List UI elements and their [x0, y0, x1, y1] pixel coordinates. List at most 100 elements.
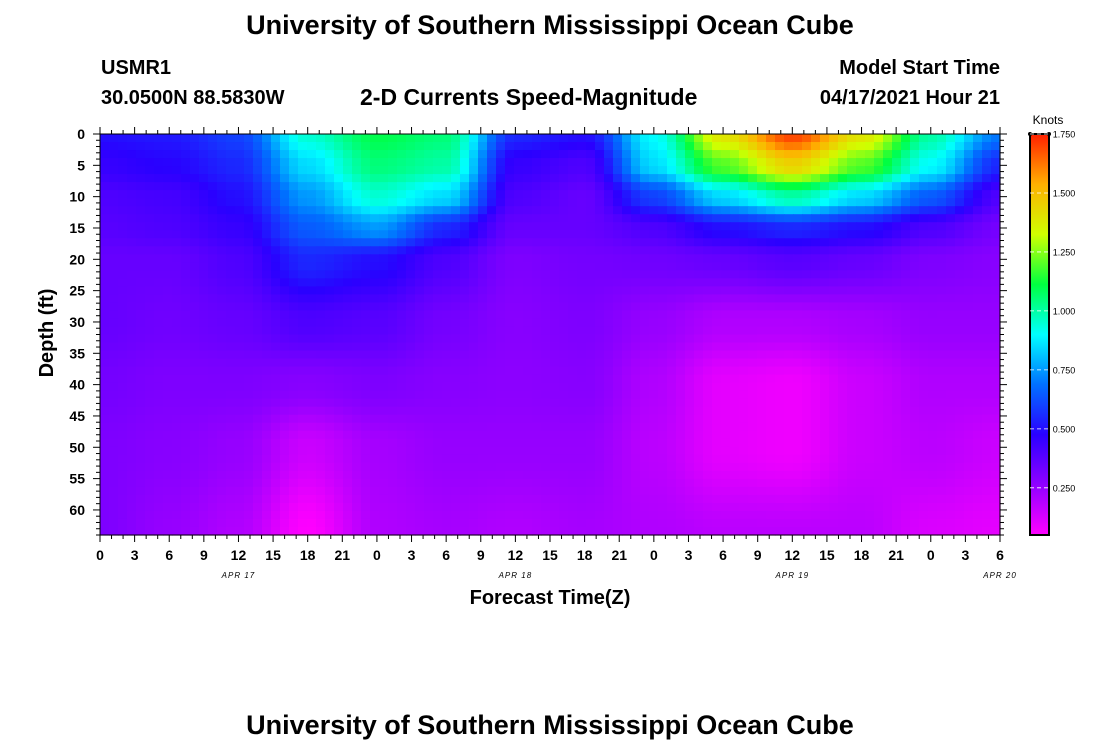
heat-cell — [973, 486, 983, 496]
heat-cell — [352, 174, 362, 183]
heat-cell — [460, 142, 470, 151]
heat-cell — [784, 150, 794, 159]
heat-cell — [928, 174, 938, 183]
heat-cell — [586, 374, 596, 384]
heat-cell — [118, 470, 128, 480]
heat-cell — [874, 222, 884, 231]
heat-cell — [667, 518, 677, 528]
heat-cell — [262, 286, 272, 295]
heat-cell — [343, 214, 353, 223]
heat-cell — [586, 462, 596, 472]
heat-cell — [559, 454, 569, 464]
heat-cell — [181, 310, 191, 320]
heat-cell — [226, 326, 236, 336]
heat-cell — [460, 390, 470, 400]
heat-cell — [685, 430, 695, 440]
heat-cell — [226, 166, 236, 175]
heat-cell — [667, 494, 677, 504]
heat-cell — [613, 294, 623, 304]
heat-cell — [433, 222, 443, 231]
heat-cell — [739, 366, 749, 376]
heat-cell — [793, 358, 803, 368]
heat-cell — [892, 174, 902, 183]
heat-cell — [244, 142, 254, 151]
heat-cell — [172, 142, 182, 151]
heat-cell — [199, 286, 209, 295]
heat-cell — [820, 358, 830, 368]
heat-cell — [100, 254, 110, 263]
heat-cell — [235, 254, 245, 263]
heat-cell — [523, 470, 533, 480]
heat-cell — [235, 214, 245, 223]
heat-cell — [694, 406, 704, 416]
heat-cell — [109, 510, 119, 520]
heat-cell — [793, 222, 803, 231]
heat-cell — [568, 310, 578, 320]
heat-cell — [424, 198, 434, 207]
heat-cell — [298, 358, 308, 368]
heat-cell — [883, 438, 893, 448]
heat-cell — [379, 414, 389, 424]
heat-cell — [145, 238, 155, 247]
heat-cell — [181, 270, 191, 279]
heat-cell — [973, 430, 983, 440]
heat-cell — [496, 302, 506, 312]
heat-cell — [370, 438, 380, 448]
heat-cell — [802, 262, 812, 271]
heat-cell — [244, 494, 254, 504]
heat-cell — [226, 262, 236, 271]
heat-cell — [865, 478, 875, 488]
heat-cell — [136, 486, 146, 496]
heat-cell — [244, 238, 254, 247]
heat-cell — [271, 150, 281, 159]
heat-cell — [145, 414, 155, 424]
heat-cell — [208, 278, 218, 287]
heat-cell — [118, 310, 128, 320]
heat-cell — [901, 382, 911, 392]
heat-cell — [613, 406, 623, 416]
heat-cell — [505, 222, 515, 231]
heat-cell — [550, 518, 560, 528]
heat-cell — [460, 230, 470, 239]
heat-cell — [946, 390, 956, 400]
heat-cell — [559, 486, 569, 496]
heat-cell — [478, 150, 488, 159]
heat-cell — [973, 302, 983, 312]
heat-cell — [676, 158, 686, 167]
heat-cell — [676, 518, 686, 528]
heat-cell — [325, 414, 335, 424]
heat-cell — [154, 350, 164, 360]
heat-cell — [397, 398, 407, 408]
heat-cell — [514, 134, 524, 143]
heat-cell — [397, 238, 407, 247]
heat-cell — [100, 190, 110, 199]
heat-cell — [910, 326, 920, 336]
heat-cell — [577, 438, 587, 448]
heat-cell — [424, 414, 434, 424]
heat-cell — [577, 142, 587, 151]
heat-cell — [316, 518, 326, 528]
heat-cell — [604, 494, 614, 504]
heat-cell — [208, 334, 218, 344]
heat-cell — [640, 478, 650, 488]
heat-cell — [730, 478, 740, 488]
heat-cell — [550, 350, 560, 360]
heat-cell — [739, 526, 749, 536]
heat-cell — [856, 454, 866, 464]
heat-cell — [901, 270, 911, 279]
heat-cell — [658, 198, 668, 207]
heat-cell — [487, 318, 497, 328]
heat-cell — [847, 470, 857, 480]
heat-cell — [316, 318, 326, 328]
heat-cell — [379, 422, 389, 432]
heat-cell — [487, 182, 497, 191]
heat-cell — [793, 422, 803, 432]
heat-cell — [658, 334, 668, 344]
heat-cell — [577, 366, 587, 376]
heat-cell — [793, 518, 803, 528]
heat-cell — [550, 486, 560, 496]
heat-cell — [505, 334, 515, 344]
heat-cell — [334, 510, 344, 520]
heat-cell — [703, 134, 713, 143]
heat-cell — [163, 454, 173, 464]
